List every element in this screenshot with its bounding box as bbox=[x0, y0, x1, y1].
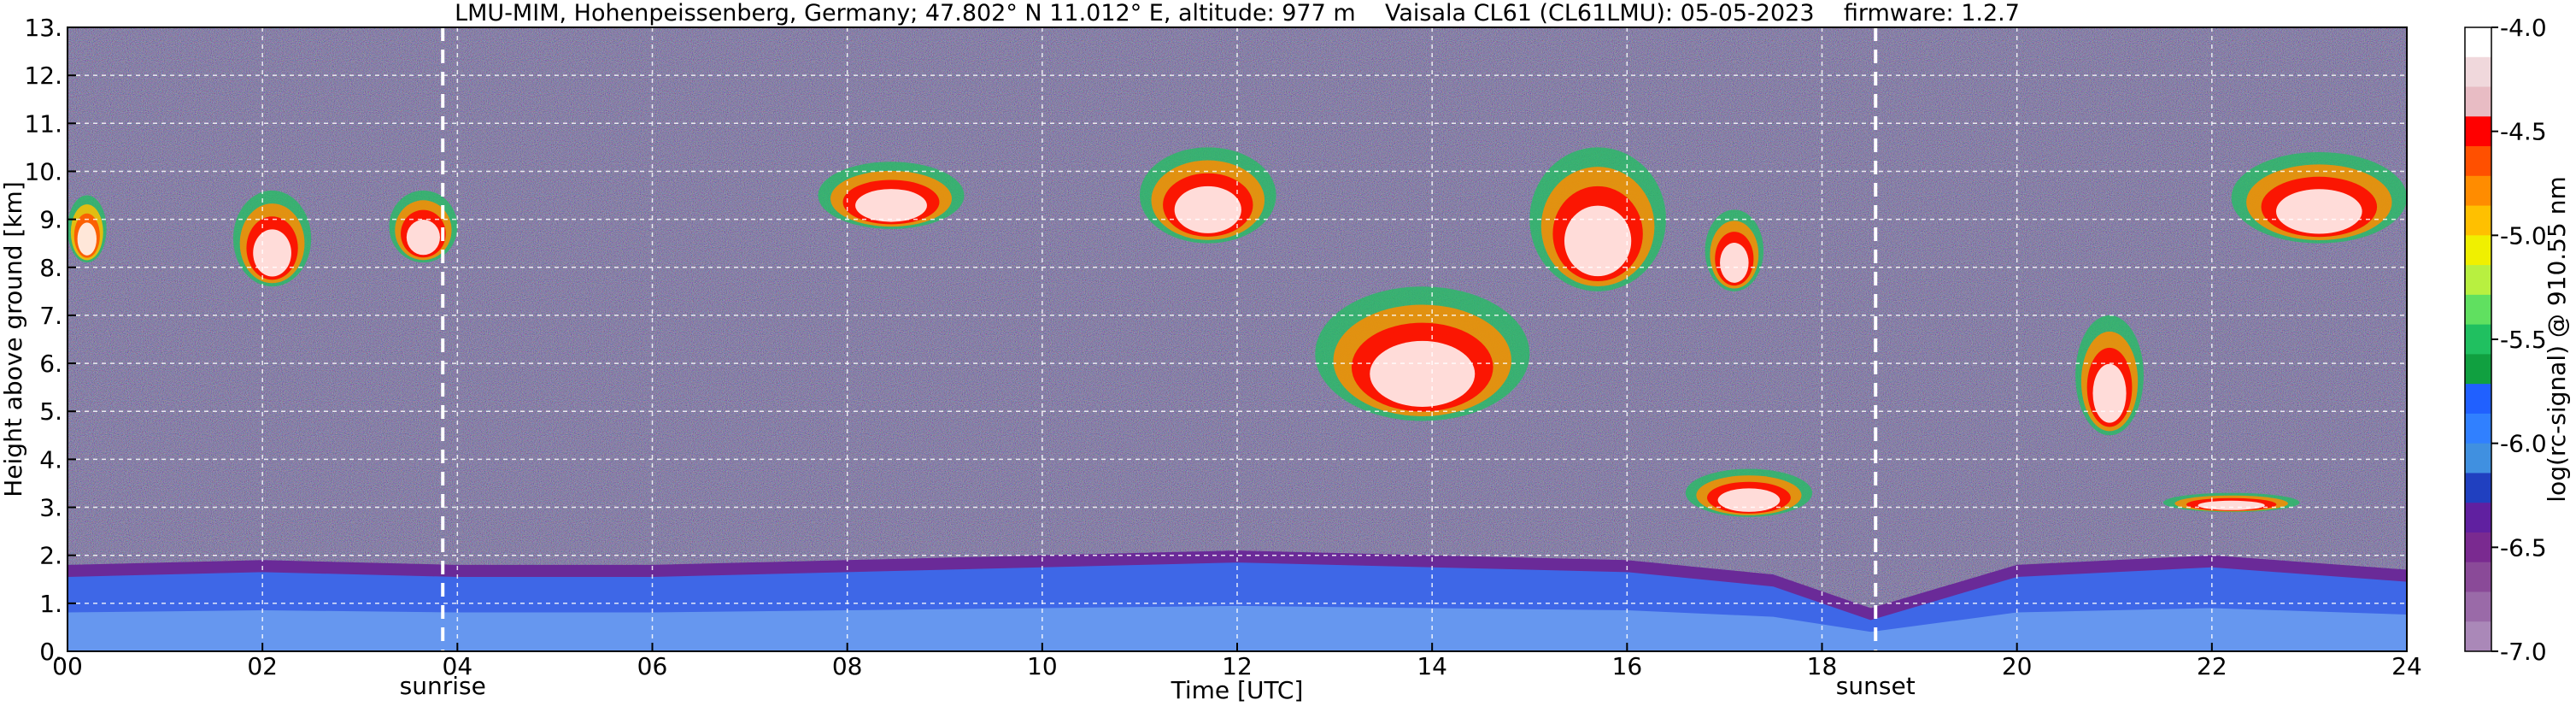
x-tick-label: 00 bbox=[52, 652, 83, 680]
y-tick-label: 11. bbox=[24, 109, 62, 138]
colorbar-segment bbox=[2465, 235, 2491, 266]
sun-marker-labels: sunrise sunset bbox=[400, 672, 1916, 700]
y-tick-label: 8. bbox=[39, 254, 62, 282]
x-tick-label: 18 bbox=[1807, 652, 1838, 680]
y-tick-label: 0. bbox=[39, 638, 62, 666]
colorbar-segment bbox=[2465, 443, 2491, 474]
cloud-layer-band bbox=[77, 222, 97, 256]
colorbar-tick-label: -7.0 bbox=[2500, 638, 2547, 666]
x-axis-label: Time [UTC] bbox=[1171, 676, 1304, 704]
sun-marker-label: sunrise bbox=[400, 672, 486, 700]
colorbar-segment bbox=[2465, 532, 2491, 563]
colorbar-tick-label: -6.5 bbox=[2500, 533, 2547, 562]
colorbar-segment bbox=[2465, 503, 2491, 533]
cloud-layer-band bbox=[2092, 363, 2127, 423]
x-tick-label: 10 bbox=[1027, 652, 1058, 680]
y-tick-label: 4. bbox=[39, 445, 62, 474]
sun-markers bbox=[441, 27, 1878, 651]
y-tick-label: 2. bbox=[39, 542, 62, 570]
cloud-layer-band bbox=[406, 220, 440, 256]
plot-area bbox=[67, 27, 2407, 651]
colorbar-label: log(rc-signal) @ 910.55 nm bbox=[2543, 176, 2571, 502]
cloud-layer-band bbox=[1564, 205, 1632, 277]
y-tick-label: 13. bbox=[24, 14, 62, 42]
y-tick-label: 9. bbox=[39, 206, 62, 234]
cloud-layer-band bbox=[1174, 185, 1241, 233]
colorbar-segment bbox=[2465, 86, 2491, 117]
cloud-layer bbox=[1529, 147, 1666, 291]
cloud-layer bbox=[1705, 209, 1764, 291]
cloud-layer bbox=[232, 190, 312, 287]
colorbar-segment bbox=[2465, 384, 2491, 415]
x-tick-label: 04 bbox=[443, 652, 473, 680]
cloud-layer bbox=[67, 195, 107, 263]
colorbar-segment bbox=[2465, 413, 2491, 444]
colorbar: -4.0 -4.5 -5.0 -5.5 -6.0 -6.5 -7.0 bbox=[2464, 14, 2547, 666]
cloud-layer bbox=[1315, 286, 1530, 421]
cloud-layer-band bbox=[1717, 488, 1781, 512]
x-tick-label: 12 bbox=[1222, 652, 1253, 680]
colorbar-tick-label: -4.5 bbox=[2500, 118, 2547, 146]
cloud-layer-band bbox=[855, 189, 927, 222]
colorbar-tick-label: -4.0 bbox=[2500, 14, 2547, 42]
cloud-layer bbox=[1139, 147, 1276, 244]
y-tick-label: 7. bbox=[39, 302, 62, 330]
y-tick-label: 5. bbox=[39, 397, 62, 426]
x-tick-label: 08 bbox=[832, 652, 863, 680]
colorbar-segment bbox=[2465, 473, 2491, 503]
x-tick-label: 24 bbox=[2391, 652, 2422, 680]
sun-marker-label: sunset bbox=[1836, 672, 1916, 700]
y-axis: 0. 1. 2. 3. 4. 5. 6. 7. 8. 9. 10. 11. 12. 13. bbox=[24, 14, 76, 666]
cloud-layer bbox=[2075, 315, 2144, 436]
x-tick-label: 22 bbox=[2197, 652, 2227, 680]
colorbar-tick-label: -5.5 bbox=[2500, 326, 2547, 354]
colorbar-segment bbox=[2465, 294, 2491, 326]
colorbar-segment bbox=[2465, 205, 2491, 236]
cloud-layer-band bbox=[253, 229, 291, 277]
cloud-layer-band bbox=[1720, 243, 1749, 283]
chart-title: LMU-MIM, Hohenpeissenberg, Germany; 47.8… bbox=[455, 0, 2020, 26]
y-tick-label: 3. bbox=[39, 494, 62, 522]
x-tick-label: 06 bbox=[637, 652, 668, 680]
colorbar-tick-label: -5.0 bbox=[2500, 221, 2547, 250]
colorbar-segment bbox=[2465, 146, 2491, 177]
colorbar-segment bbox=[2465, 621, 2491, 652]
y-axis-label: Height above ground [km] bbox=[0, 181, 27, 497]
y-tick-label: 6. bbox=[39, 350, 62, 378]
cloud-layer bbox=[389, 190, 458, 263]
grid-lines bbox=[67, 27, 2407, 651]
cloud-layer-band bbox=[2198, 500, 2265, 510]
colorbar-segment bbox=[2465, 56, 2491, 88]
y-tick-label: 12. bbox=[24, 62, 62, 90]
y-tick-label: 1. bbox=[39, 590, 62, 618]
colorbar-segment bbox=[2465, 354, 2491, 385]
cloud-layer-band bbox=[1370, 340, 1476, 407]
cloud-layer bbox=[1685, 468, 1813, 517]
cloud-layer bbox=[2231, 152, 2407, 244]
x-tick-label: 14 bbox=[1417, 652, 1447, 680]
cloud-layer bbox=[818, 162, 965, 229]
x-axis: 00 02 04 06 08 10 12 14 16 18 20 22 24 bbox=[52, 643, 2422, 680]
cloud-layer bbox=[2162, 492, 2300, 513]
x-tick-label: 20 bbox=[2002, 652, 2033, 680]
colorbar-segment bbox=[2465, 175, 2491, 207]
y-tick-label: 10. bbox=[24, 157, 62, 185]
cloud-layer-band bbox=[2276, 189, 2362, 234]
colorbar-segment bbox=[2465, 27, 2491, 58]
colorbar-segment bbox=[2465, 116, 2491, 147]
colorbar-segment bbox=[2465, 591, 2491, 622]
colorbar-segment bbox=[2465, 265, 2491, 296]
colorbar-segment bbox=[2465, 324, 2491, 355]
x-tick-label: 16 bbox=[1612, 652, 1643, 680]
colorbar-tick-label: -6.0 bbox=[2500, 430, 2547, 458]
colorbar-segment bbox=[2465, 562, 2491, 592]
x-tick-label: 02 bbox=[247, 652, 278, 680]
